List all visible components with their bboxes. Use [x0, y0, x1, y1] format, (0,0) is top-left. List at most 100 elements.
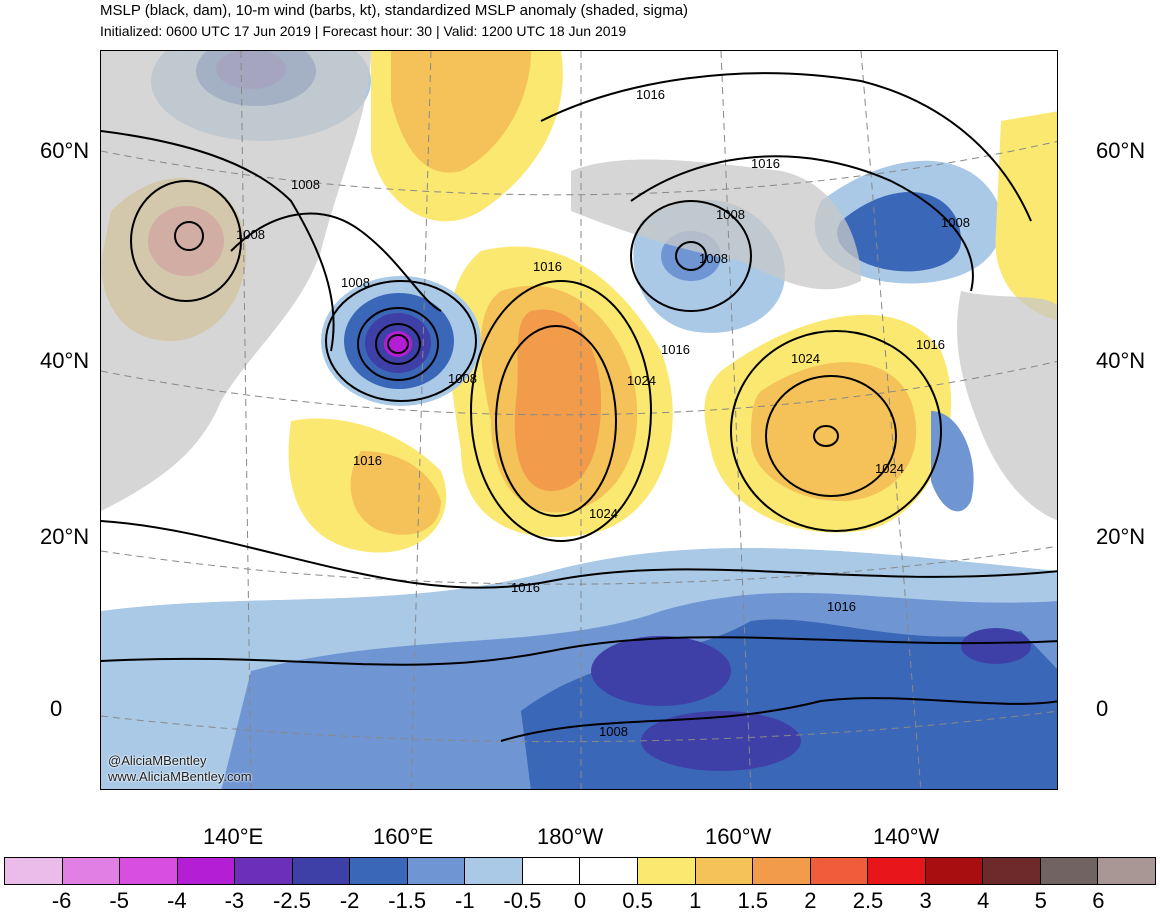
colorbar-tick-label: 2.5	[852, 888, 884, 913]
isobar-labels: 1016 1008 1008 1008 1016 1008 1008 1008 …	[236, 87, 970, 739]
colorbar-tick-label: 2	[804, 888, 817, 913]
isobar	[230, 212, 442, 312]
colorbar-cell	[753, 858, 811, 884]
isobar-label: 1024	[589, 506, 618, 521]
isobar-label: 1008	[699, 251, 728, 266]
anomaly-deep-blue-south	[591, 636, 731, 706]
isobar	[387, 334, 409, 354]
isobar	[470, 280, 652, 542]
land-asia	[101, 51, 371, 511]
isobar-label: 1016	[533, 259, 562, 274]
map-subtitle: Initialized: 0600 UTC 17 Jun 2019 | Fore…	[100, 23, 627, 39]
colorbar-cell	[925, 858, 984, 884]
isobar-label: 1016	[511, 580, 540, 595]
isobar	[357, 307, 439, 381]
isobar-label: 1016	[353, 453, 382, 468]
isobar-label: 1024	[875, 461, 904, 476]
colorbar-tick-label: -1.5	[388, 888, 427, 913]
isobar-label: 1024	[791, 351, 820, 366]
colorbar-tick-label: 0	[573, 888, 587, 913]
weather-map[interactable]: 1016 1008 1008 1008 1016 1008 1008 1008 …	[100, 50, 1058, 790]
isobar	[101, 130, 335, 352]
isobar	[630, 155, 974, 292]
anomaly-neutral-tropics	[101, 510, 1057, 611]
colorbar-tick-label: 0.5	[622, 888, 653, 913]
colorbar-cell	[522, 858, 581, 884]
land-north-america	[957, 291, 1057, 521]
lon-label-160w: 160°W	[705, 824, 772, 849]
colorbar-cell	[407, 858, 466, 884]
colorbar-cell	[350, 858, 408, 884]
isobar	[540, 72, 1032, 222]
isobar	[375, 323, 421, 365]
graticule-lat-60	[101, 140, 1057, 196]
graticule-lon-160w	[720, 51, 752, 789]
colorbar-tick-label: -1	[455, 888, 475, 913]
colorbar-tick-label: 3	[919, 888, 932, 913]
lon-label-180w: 180°W	[537, 824, 604, 849]
map-title: MSLP (black, dam), 10-m wind (barbs, kt)…	[100, 2, 689, 19]
lon-label-140e: 140°E	[203, 824, 264, 849]
colorbar-cell	[638, 858, 696, 884]
lat-label-left-60n: 60°N	[40, 138, 90, 163]
graticule	[101, 51, 1057, 789]
colorbar-tick-label: 6	[1092, 888, 1105, 913]
colorbar-tick-label: 5	[1034, 888, 1047, 913]
isobar	[765, 375, 897, 497]
colorbar-cell	[120, 858, 178, 884]
isobar	[630, 200, 752, 312]
isobar-label: 1016	[827, 599, 856, 614]
isobar-label: 1016	[661, 342, 690, 357]
isobar	[325, 280, 477, 402]
graticule-lon-140e	[240, 51, 252, 789]
lat-label-left-20n: 20°N	[40, 524, 90, 549]
isobar-label: 1016	[916, 337, 945, 352]
isobar	[101, 636, 1057, 666]
colorbar-cell	[1040, 858, 1099, 884]
colorbar-cell	[868, 858, 926, 884]
colorbar-cell	[695, 858, 754, 884]
colorbar-cell	[810, 858, 869, 884]
isobar-label: 1024	[627, 373, 656, 388]
colorbar-cell	[465, 858, 523, 884]
isobar-label: 1008	[599, 724, 628, 739]
isobar	[174, 221, 204, 251]
isobar-label: 1008	[448, 371, 477, 386]
isobar-label: 1008	[236, 227, 265, 242]
anomaly-positive-north-inner	[391, 51, 531, 173]
colorbar-cell	[62, 858, 121, 884]
isobar-label: 1016	[636, 87, 665, 102]
colorbar-tick-label: 1.5	[737, 888, 769, 913]
isobar	[500, 697, 1057, 742]
colorbar-tick-label: 1	[689, 888, 702, 913]
anomaly-positive-central-core	[514, 309, 601, 491]
graticule-lat-20	[101, 545, 1057, 585]
colorbar-cell	[292, 858, 351, 884]
weather-map-canvas: 1016 1008 1008 1008 1016 1008 1008 1008 …	[101, 51, 1057, 789]
isobar-label: 1008	[941, 215, 970, 230]
anomaly-deep-blue-se	[961, 628, 1031, 664]
colorbar-tick-label: -0.5	[503, 888, 542, 913]
anomaly-positive-far-ne	[995, 111, 1057, 321]
colorbar-tick-label: -4	[167, 888, 187, 913]
colorbar-cell	[983, 858, 1041, 884]
isobar	[730, 330, 942, 532]
graticule-lon-140w	[860, 51, 922, 789]
lat-label-right-40n: 40°N	[1096, 348, 1146, 373]
colorbar-cell	[5, 858, 63, 884]
watermark-url: www.AliciaMBentley.com	[108, 769, 252, 784]
colorbar-cell	[580, 858, 639, 884]
isobar	[813, 425, 839, 447]
anomaly-negative-ne-core	[837, 192, 961, 272]
graticule-lat-40	[101, 360, 1057, 416]
colorbar-tick-label: -2.5	[273, 888, 311, 913]
isobar	[101, 520, 1057, 589]
isobar-label: 1008	[291, 177, 320, 192]
graticule-lon-160e	[410, 51, 432, 789]
lon-label-140w: 140°W	[873, 824, 940, 849]
isobars	[101, 72, 1057, 742]
lat-label-right-60n: 60°N	[1096, 138, 1146, 163]
isobar	[675, 241, 707, 271]
colorbar-tick-label: -5	[109, 888, 129, 913]
isobar-label: 1008	[716, 207, 745, 222]
